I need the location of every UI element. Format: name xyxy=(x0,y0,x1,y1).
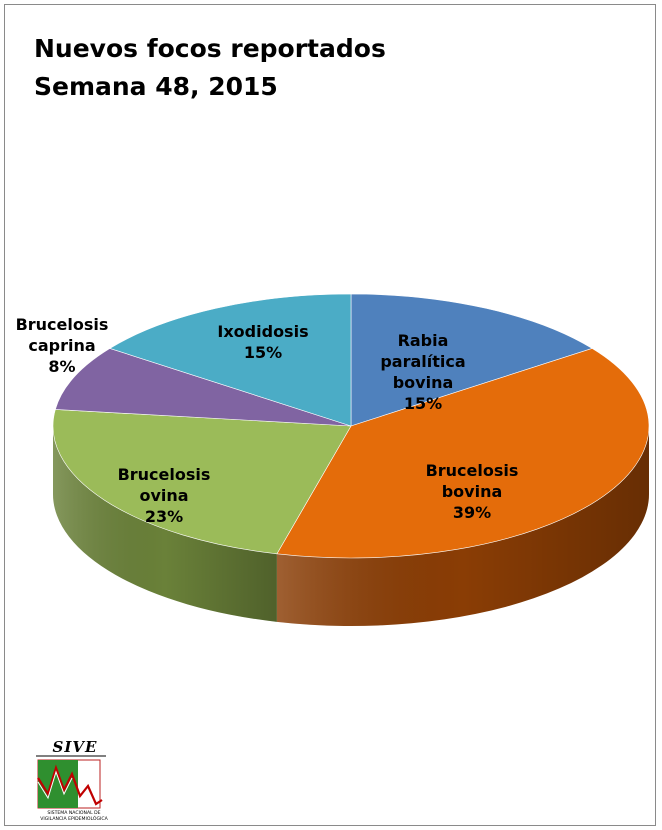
slice-pct-2: 23% xyxy=(145,507,183,526)
pie-slices xyxy=(53,294,649,558)
slice-label-line-1-0: Brucelosis xyxy=(426,461,519,480)
slice-pct-3: 8% xyxy=(48,357,75,376)
logo-subtitle: SISTEMA NACIONAL DE VIGILANCIA EPIDEMIOL… xyxy=(26,811,122,822)
slice-label-line-3-0: Brucelosis xyxy=(16,315,109,334)
slice-label-line-0-2: bovina xyxy=(393,373,454,392)
sive-logo: SIVE SISTEMA NACIONAL DE VIGILANCIA EPID… xyxy=(30,738,112,826)
slice-label-line-4-0: Ixodidosis xyxy=(217,322,308,341)
slice-label-line-0-1: paralítica xyxy=(380,352,465,371)
slice-label-line-2-1: ovina xyxy=(139,486,188,505)
slice-label-line-3-1: caprina xyxy=(28,336,95,355)
logo-subtitle-line-2: VIGILANCIA EPIDEMIOLÓGICA xyxy=(26,817,122,823)
slice-label-line-2-0: Brucelosis xyxy=(118,465,211,484)
slice-label-line-0-0: Rabia xyxy=(398,331,449,350)
slice-label-line-1-1: bovina xyxy=(442,482,503,501)
slice-pct-1: 39% xyxy=(453,503,491,522)
slice-pct-4: 15% xyxy=(244,343,282,362)
slice-pct-0: 15% xyxy=(404,394,442,413)
